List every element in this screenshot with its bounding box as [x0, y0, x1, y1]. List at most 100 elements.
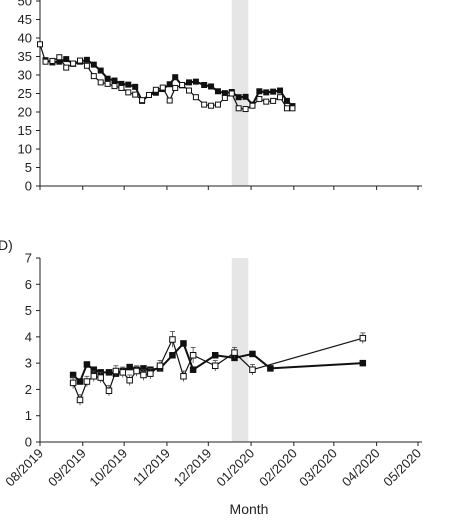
- data-point: [201, 101, 208, 108]
- data-point: [208, 83, 215, 90]
- y-tick-label: 5: [25, 303, 32, 318]
- data-point: [49, 57, 56, 64]
- data-point: [104, 80, 111, 87]
- data-point: [185, 87, 192, 94]
- data-point: [125, 81, 132, 88]
- data-point: [359, 334, 367, 342]
- data-point: [83, 378, 91, 385]
- x-tick-label: 12/2019: [171, 446, 215, 490]
- data-point: [159, 84, 166, 91]
- data-point: [119, 369, 127, 376]
- data-point: [283, 105, 290, 112]
- y-tick-label: 30: [18, 68, 32, 83]
- y-tick-label: 35: [18, 49, 32, 64]
- x-tick-label: 09/2019: [45, 446, 89, 490]
- data-point: [169, 352, 176, 359]
- data-point: [76, 396, 84, 404]
- data-point: [249, 366, 256, 373]
- x-axis-title: Month: [230, 501, 269, 517]
- data-point: [214, 101, 221, 108]
- y-tick-label: 4: [25, 329, 32, 344]
- data-point: [105, 387, 113, 394]
- data-point: [192, 78, 199, 85]
- data-point: [221, 90, 228, 97]
- data-point: [152, 86, 159, 93]
- data-point: [211, 362, 219, 370]
- series-1: [69, 340, 367, 385]
- data-point: [69, 379, 77, 387]
- data-point: [166, 97, 173, 104]
- data-point: [283, 97, 290, 104]
- x-tick-label: 05/2020: [380, 446, 424, 490]
- data-point: [256, 88, 263, 95]
- data-point: [125, 89, 132, 96]
- data-point: [70, 60, 77, 67]
- series-2: [69, 331, 367, 406]
- data-point: [133, 367, 140, 375]
- x-tick-label: 08/2019: [2, 446, 46, 490]
- data-point: [267, 365, 274, 372]
- data-point: [37, 41, 43, 48]
- data-point: [277, 87, 284, 94]
- data-point: [235, 105, 242, 112]
- data-point: [172, 84, 179, 91]
- data-point: [249, 102, 256, 109]
- data-point: [359, 359, 367, 367]
- data-point: [289, 105, 296, 112]
- x-tick-label: 11/2019: [130, 446, 173, 489]
- data-point: [263, 89, 270, 96]
- y-tick-label: 0: [25, 179, 32, 194]
- y-tick-label: 5: [25, 160, 32, 175]
- chart-panel-1: 0 5 10 15 20 25 30 35 40 45 50: [18, 0, 422, 194]
- y-tick-label: 7: [25, 251, 32, 266]
- data-point: [180, 373, 187, 380]
- data-point: [76, 378, 84, 385]
- data-point: [185, 79, 192, 86]
- data-point: [270, 88, 277, 95]
- panel-label: D): [0, 237, 13, 253]
- data-point: [63, 64, 70, 71]
- data-point: [56, 54, 63, 61]
- data-point: [140, 371, 147, 379]
- y-tick-label: 1: [25, 408, 32, 423]
- data-point: [242, 106, 249, 113]
- data-point: [228, 90, 235, 97]
- data-point: [169, 336, 176, 343]
- x-tick-label: 10/2019: [86, 446, 130, 490]
- y-tick-label: 50: [18, 0, 32, 9]
- data-point: [256, 96, 263, 103]
- data-point: [189, 352, 197, 359]
- data-point: [112, 367, 120, 375]
- y-tick-label: 20: [18, 105, 32, 120]
- y-tick-label: 15: [18, 123, 32, 138]
- highlight-band: [231, 258, 249, 442]
- y-tick-label: 6: [25, 277, 32, 292]
- data-point: [97, 79, 104, 86]
- data-point: [90, 373, 98, 380]
- data-point: [104, 75, 111, 82]
- data-point: [111, 83, 118, 90]
- data-point: [105, 369, 113, 376]
- data-point: [83, 62, 90, 69]
- x-tick-label: 02/2020: [256, 446, 300, 490]
- data-point: [166, 81, 173, 88]
- data-point: [77, 57, 84, 64]
- data-point: [90, 61, 97, 68]
- data-point: [126, 363, 133, 371]
- data-point: [63, 56, 70, 63]
- data-point: [97, 374, 104, 381]
- x-tick-label: 03/2020: [296, 446, 340, 490]
- data-point: [132, 83, 139, 90]
- data-point: [145, 91, 152, 98]
- data-point: [249, 350, 256, 358]
- data-point: [180, 340, 187, 347]
- data-point: [126, 376, 133, 384]
- data-point: [172, 74, 179, 81]
- x-tick-label: 04/2020: [339, 446, 383, 490]
- data-point: [277, 94, 284, 101]
- x-tick-label: 01/2020: [213, 446, 257, 490]
- data-point: [208, 102, 215, 109]
- highlight-band: [231, 0, 249, 186]
- y-tick-label: 45: [18, 12, 32, 27]
